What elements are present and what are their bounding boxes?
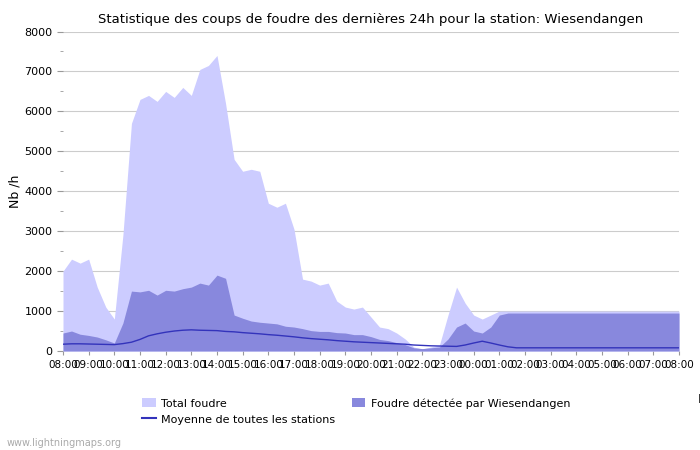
Legend: Total foudre, Moyenne de toutes les stations, Foudre détectée par Wiesendangen: Total foudre, Moyenne de toutes les stat… (143, 398, 570, 425)
Y-axis label: Nb /h: Nb /h (8, 175, 22, 208)
Text: www.lightningmaps.org: www.lightningmaps.org (7, 438, 122, 448)
Title: Statistique des coups de foudre des dernières 24h pour la station: Wiesendangen: Statistique des coups de foudre des dern… (99, 13, 643, 26)
Text: Heure: Heure (697, 392, 700, 405)
